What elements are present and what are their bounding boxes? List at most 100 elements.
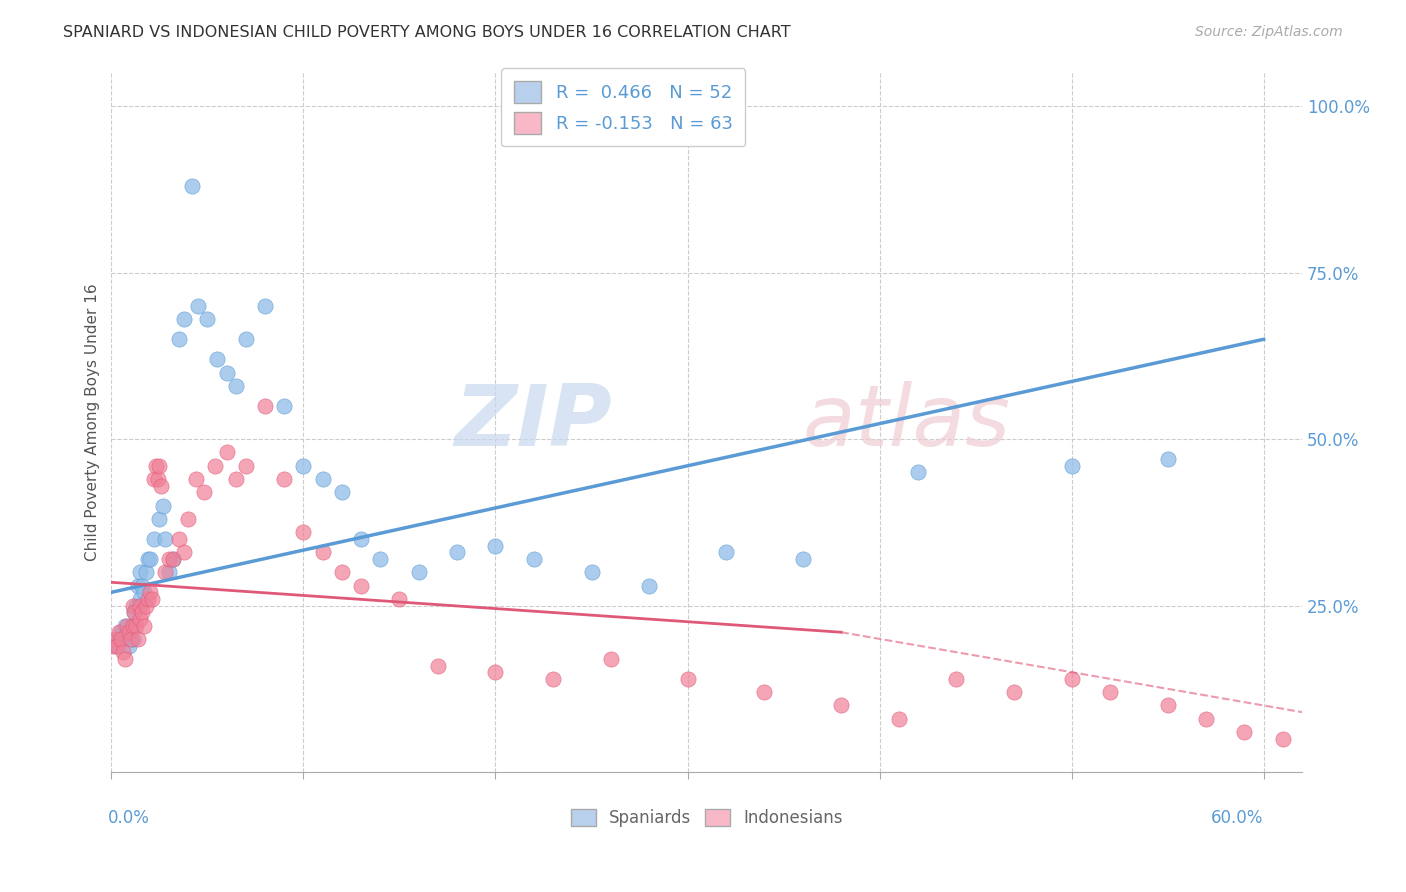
Point xyxy=(350,579,373,593)
Point xyxy=(118,639,141,653)
Point xyxy=(127,579,149,593)
Point xyxy=(193,485,215,500)
Point xyxy=(1233,725,1256,739)
Point xyxy=(150,479,173,493)
Point xyxy=(108,625,131,640)
Point xyxy=(157,552,180,566)
Point xyxy=(254,299,277,313)
Point xyxy=(111,632,134,646)
Point xyxy=(136,552,159,566)
Point xyxy=(148,458,170,473)
Point xyxy=(408,566,430,580)
Point xyxy=(162,552,184,566)
Point xyxy=(136,591,159,606)
Point xyxy=(105,639,128,653)
Point xyxy=(132,618,155,632)
Point xyxy=(135,599,157,613)
Point xyxy=(599,652,621,666)
Point xyxy=(139,585,162,599)
Point xyxy=(541,672,564,686)
Point xyxy=(215,366,238,380)
Text: 60.0%: 60.0% xyxy=(1211,809,1264,827)
Point xyxy=(273,399,295,413)
Point xyxy=(426,658,449,673)
Point xyxy=(446,545,468,559)
Point xyxy=(173,312,195,326)
Point xyxy=(311,472,333,486)
Point xyxy=(330,485,353,500)
Point xyxy=(157,566,180,580)
Point xyxy=(103,639,125,653)
Legend: Spaniards, Indonesians: Spaniards, Indonesians xyxy=(564,802,849,834)
Point xyxy=(945,672,967,686)
Point xyxy=(114,618,136,632)
Point xyxy=(215,445,238,459)
Point xyxy=(121,599,143,613)
Point xyxy=(235,332,257,346)
Point xyxy=(141,591,163,606)
Point xyxy=(907,466,929,480)
Point xyxy=(887,712,910,726)
Point xyxy=(792,552,814,566)
Point xyxy=(142,472,165,486)
Point xyxy=(129,591,152,606)
Point xyxy=(225,379,247,393)
Point xyxy=(204,458,226,473)
Point xyxy=(114,652,136,666)
Point xyxy=(146,472,169,486)
Point xyxy=(121,632,143,646)
Point xyxy=(184,472,207,486)
Point xyxy=(830,698,852,713)
Point xyxy=(205,352,228,367)
Point xyxy=(115,625,138,640)
Point xyxy=(225,472,247,486)
Point xyxy=(127,632,149,646)
Point xyxy=(523,552,546,566)
Point xyxy=(1271,731,1294,746)
Text: atlas: atlas xyxy=(801,381,1010,464)
Point xyxy=(273,472,295,486)
Point xyxy=(292,458,315,473)
Point xyxy=(676,672,699,686)
Point xyxy=(167,332,190,346)
Point xyxy=(638,579,661,593)
Point xyxy=(148,512,170,526)
Point xyxy=(131,579,153,593)
Point xyxy=(484,665,506,680)
Point xyxy=(1195,712,1218,726)
Point xyxy=(292,525,315,540)
Point xyxy=(581,566,603,580)
Point xyxy=(311,545,333,559)
Point xyxy=(330,566,353,580)
Point xyxy=(121,618,143,632)
Point xyxy=(254,399,277,413)
Point xyxy=(162,552,184,566)
Point xyxy=(152,499,174,513)
Point xyxy=(197,312,219,326)
Point xyxy=(139,552,162,566)
Point xyxy=(350,532,373,546)
Point xyxy=(125,599,148,613)
Text: SPANIARD VS INDONESIAN CHILD POVERTY AMONG BOYS UNDER 16 CORRELATION CHART: SPANIARD VS INDONESIAN CHILD POVERTY AMO… xyxy=(63,25,792,40)
Point xyxy=(115,618,138,632)
Point xyxy=(235,458,257,473)
Point xyxy=(484,539,506,553)
Point xyxy=(120,618,142,632)
Point xyxy=(142,532,165,546)
Point xyxy=(714,545,737,559)
Point xyxy=(120,632,142,646)
Point xyxy=(110,632,132,646)
Point xyxy=(135,566,157,580)
Point xyxy=(1156,698,1178,713)
Point xyxy=(368,552,391,566)
Point xyxy=(177,512,200,526)
Point xyxy=(105,639,128,653)
Text: 0.0%: 0.0% xyxy=(108,809,149,827)
Point xyxy=(1002,685,1025,699)
Text: Source: ZipAtlas.com: Source: ZipAtlas.com xyxy=(1195,25,1343,39)
Point xyxy=(111,645,134,659)
Point xyxy=(108,632,131,646)
Point xyxy=(173,545,195,559)
Point xyxy=(110,625,132,640)
Point xyxy=(124,605,146,619)
